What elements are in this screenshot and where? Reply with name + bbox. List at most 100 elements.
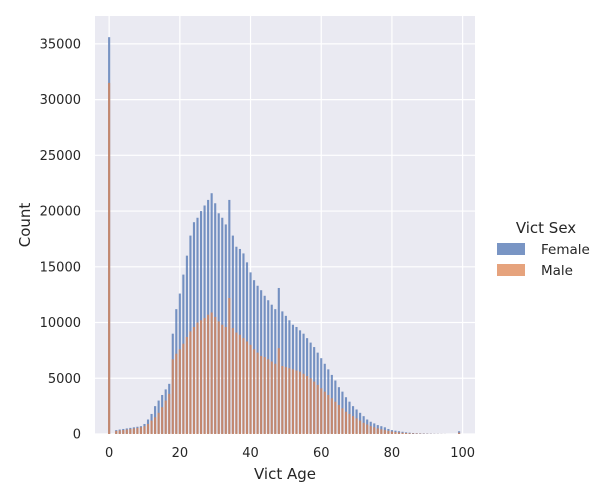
male-bar bbox=[157, 412, 160, 434]
legend: Vict Sex Female Male bbox=[497, 219, 590, 279]
male-bar bbox=[298, 371, 302, 434]
male-bar bbox=[412, 433, 415, 434]
male-bar bbox=[245, 341, 249, 434]
male-bar bbox=[369, 426, 372, 434]
male-bar bbox=[217, 321, 220, 434]
male-bar bbox=[387, 430, 390, 434]
male-bar bbox=[330, 398, 333, 434]
male-bar bbox=[199, 320, 203, 434]
male-bar bbox=[295, 370, 298, 434]
male-bar bbox=[182, 343, 185, 434]
male-bar bbox=[366, 424, 369, 434]
male-bar bbox=[203, 318, 206, 434]
male-bar bbox=[408, 433, 411, 434]
male-bar bbox=[146, 423, 150, 434]
male-bar bbox=[168, 393, 171, 434]
male-bar bbox=[415, 433, 418, 434]
male-bar bbox=[380, 429, 383, 434]
male-bar bbox=[161, 407, 164, 434]
male-bar bbox=[249, 344, 252, 434]
legend-swatch-female bbox=[497, 243, 525, 255]
male-bar bbox=[207, 314, 210, 434]
y-tick-labels: 0 5000 10000 15000 20000 25000 30000 35000 bbox=[40, 37, 81, 442]
male-bar bbox=[337, 405, 340, 434]
male-bar bbox=[256, 352, 259, 434]
male-bar bbox=[401, 432, 404, 434]
male-bar bbox=[260, 355, 263, 434]
x-tick-label: 80 bbox=[384, 446, 401, 461]
male-bar bbox=[235, 332, 238, 434]
male-bar bbox=[185, 337, 188, 434]
y-tick-label: 30000 bbox=[40, 93, 81, 108]
male-bar bbox=[108, 82, 111, 434]
male-series bbox=[108, 82, 461, 434]
y-tick-label: 20000 bbox=[40, 205, 81, 220]
male-bar bbox=[291, 369, 295, 434]
male-bar bbox=[270, 361, 273, 434]
y-tick-label: 5000 bbox=[48, 372, 81, 387]
male-bar bbox=[228, 298, 231, 434]
male-bar bbox=[355, 418, 358, 434]
male-bar bbox=[351, 416, 355, 434]
x-axis-label: Vict Age bbox=[254, 465, 316, 483]
male-bar bbox=[221, 324, 224, 434]
male-bar bbox=[164, 400, 167, 434]
male-bar bbox=[171, 359, 174, 434]
y-tick-label: 35000 bbox=[40, 37, 81, 52]
y-tick-label: 10000 bbox=[40, 316, 81, 331]
x-tick-label: 20 bbox=[172, 446, 189, 461]
male-bar bbox=[154, 417, 157, 434]
male-bar bbox=[175, 353, 178, 434]
male-bar bbox=[224, 326, 227, 434]
male-bar bbox=[334, 401, 337, 434]
male-bar bbox=[274, 363, 277, 434]
male-bar bbox=[383, 430, 386, 434]
x-tick-label: 0 bbox=[105, 446, 113, 461]
male-bar bbox=[242, 338, 245, 434]
male-bar bbox=[302, 373, 305, 434]
male-bar bbox=[115, 430, 118, 434]
male-bar bbox=[238, 334, 241, 434]
male-bar bbox=[143, 426, 146, 434]
male-bar bbox=[210, 312, 213, 434]
male-bar bbox=[320, 388, 323, 434]
male-bar bbox=[178, 349, 181, 434]
y-tick-label: 0 bbox=[73, 428, 81, 443]
male-bar bbox=[394, 431, 397, 434]
male-bar bbox=[136, 427, 139, 434]
male-bar bbox=[189, 331, 192, 434]
male-bar bbox=[405, 433, 408, 434]
male-bar bbox=[132, 428, 135, 434]
male-bar bbox=[263, 357, 266, 434]
male-bar bbox=[214, 316, 217, 434]
legend-title: Vict Sex bbox=[516, 219, 576, 237]
male-bar bbox=[316, 384, 319, 434]
male-bar bbox=[281, 366, 284, 434]
x-tick-label: 40 bbox=[242, 446, 259, 461]
male-bar bbox=[397, 432, 401, 434]
male-bar bbox=[458, 432, 461, 434]
male-bar bbox=[267, 359, 270, 434]
male-bar bbox=[125, 429, 128, 434]
male-bar bbox=[118, 430, 121, 434]
male-bar bbox=[129, 428, 132, 434]
male-bar bbox=[327, 394, 330, 434]
x-tick-label: 60 bbox=[313, 446, 330, 461]
x-tick-label: 100 bbox=[450, 446, 475, 461]
y-axis-label: Count bbox=[16, 203, 34, 248]
male-bar bbox=[309, 378, 312, 434]
x-tick-labels: 0 20 40 60 80 100 bbox=[105, 446, 475, 461]
legend-label-female: Female bbox=[541, 242, 590, 258]
male-bar bbox=[231, 328, 234, 434]
male-bar bbox=[359, 420, 362, 434]
male-bar bbox=[323, 391, 326, 434]
male-bar bbox=[313, 381, 316, 434]
legend-label-male: Male bbox=[541, 263, 573, 279]
female-bar bbox=[458, 431, 461, 434]
male-bar bbox=[376, 428, 379, 434]
male-bar bbox=[373, 427, 376, 434]
male-bar bbox=[348, 413, 351, 434]
gridlines bbox=[95, 16, 475, 435]
male-bar bbox=[284, 367, 287, 434]
male-bar bbox=[341, 408, 344, 434]
